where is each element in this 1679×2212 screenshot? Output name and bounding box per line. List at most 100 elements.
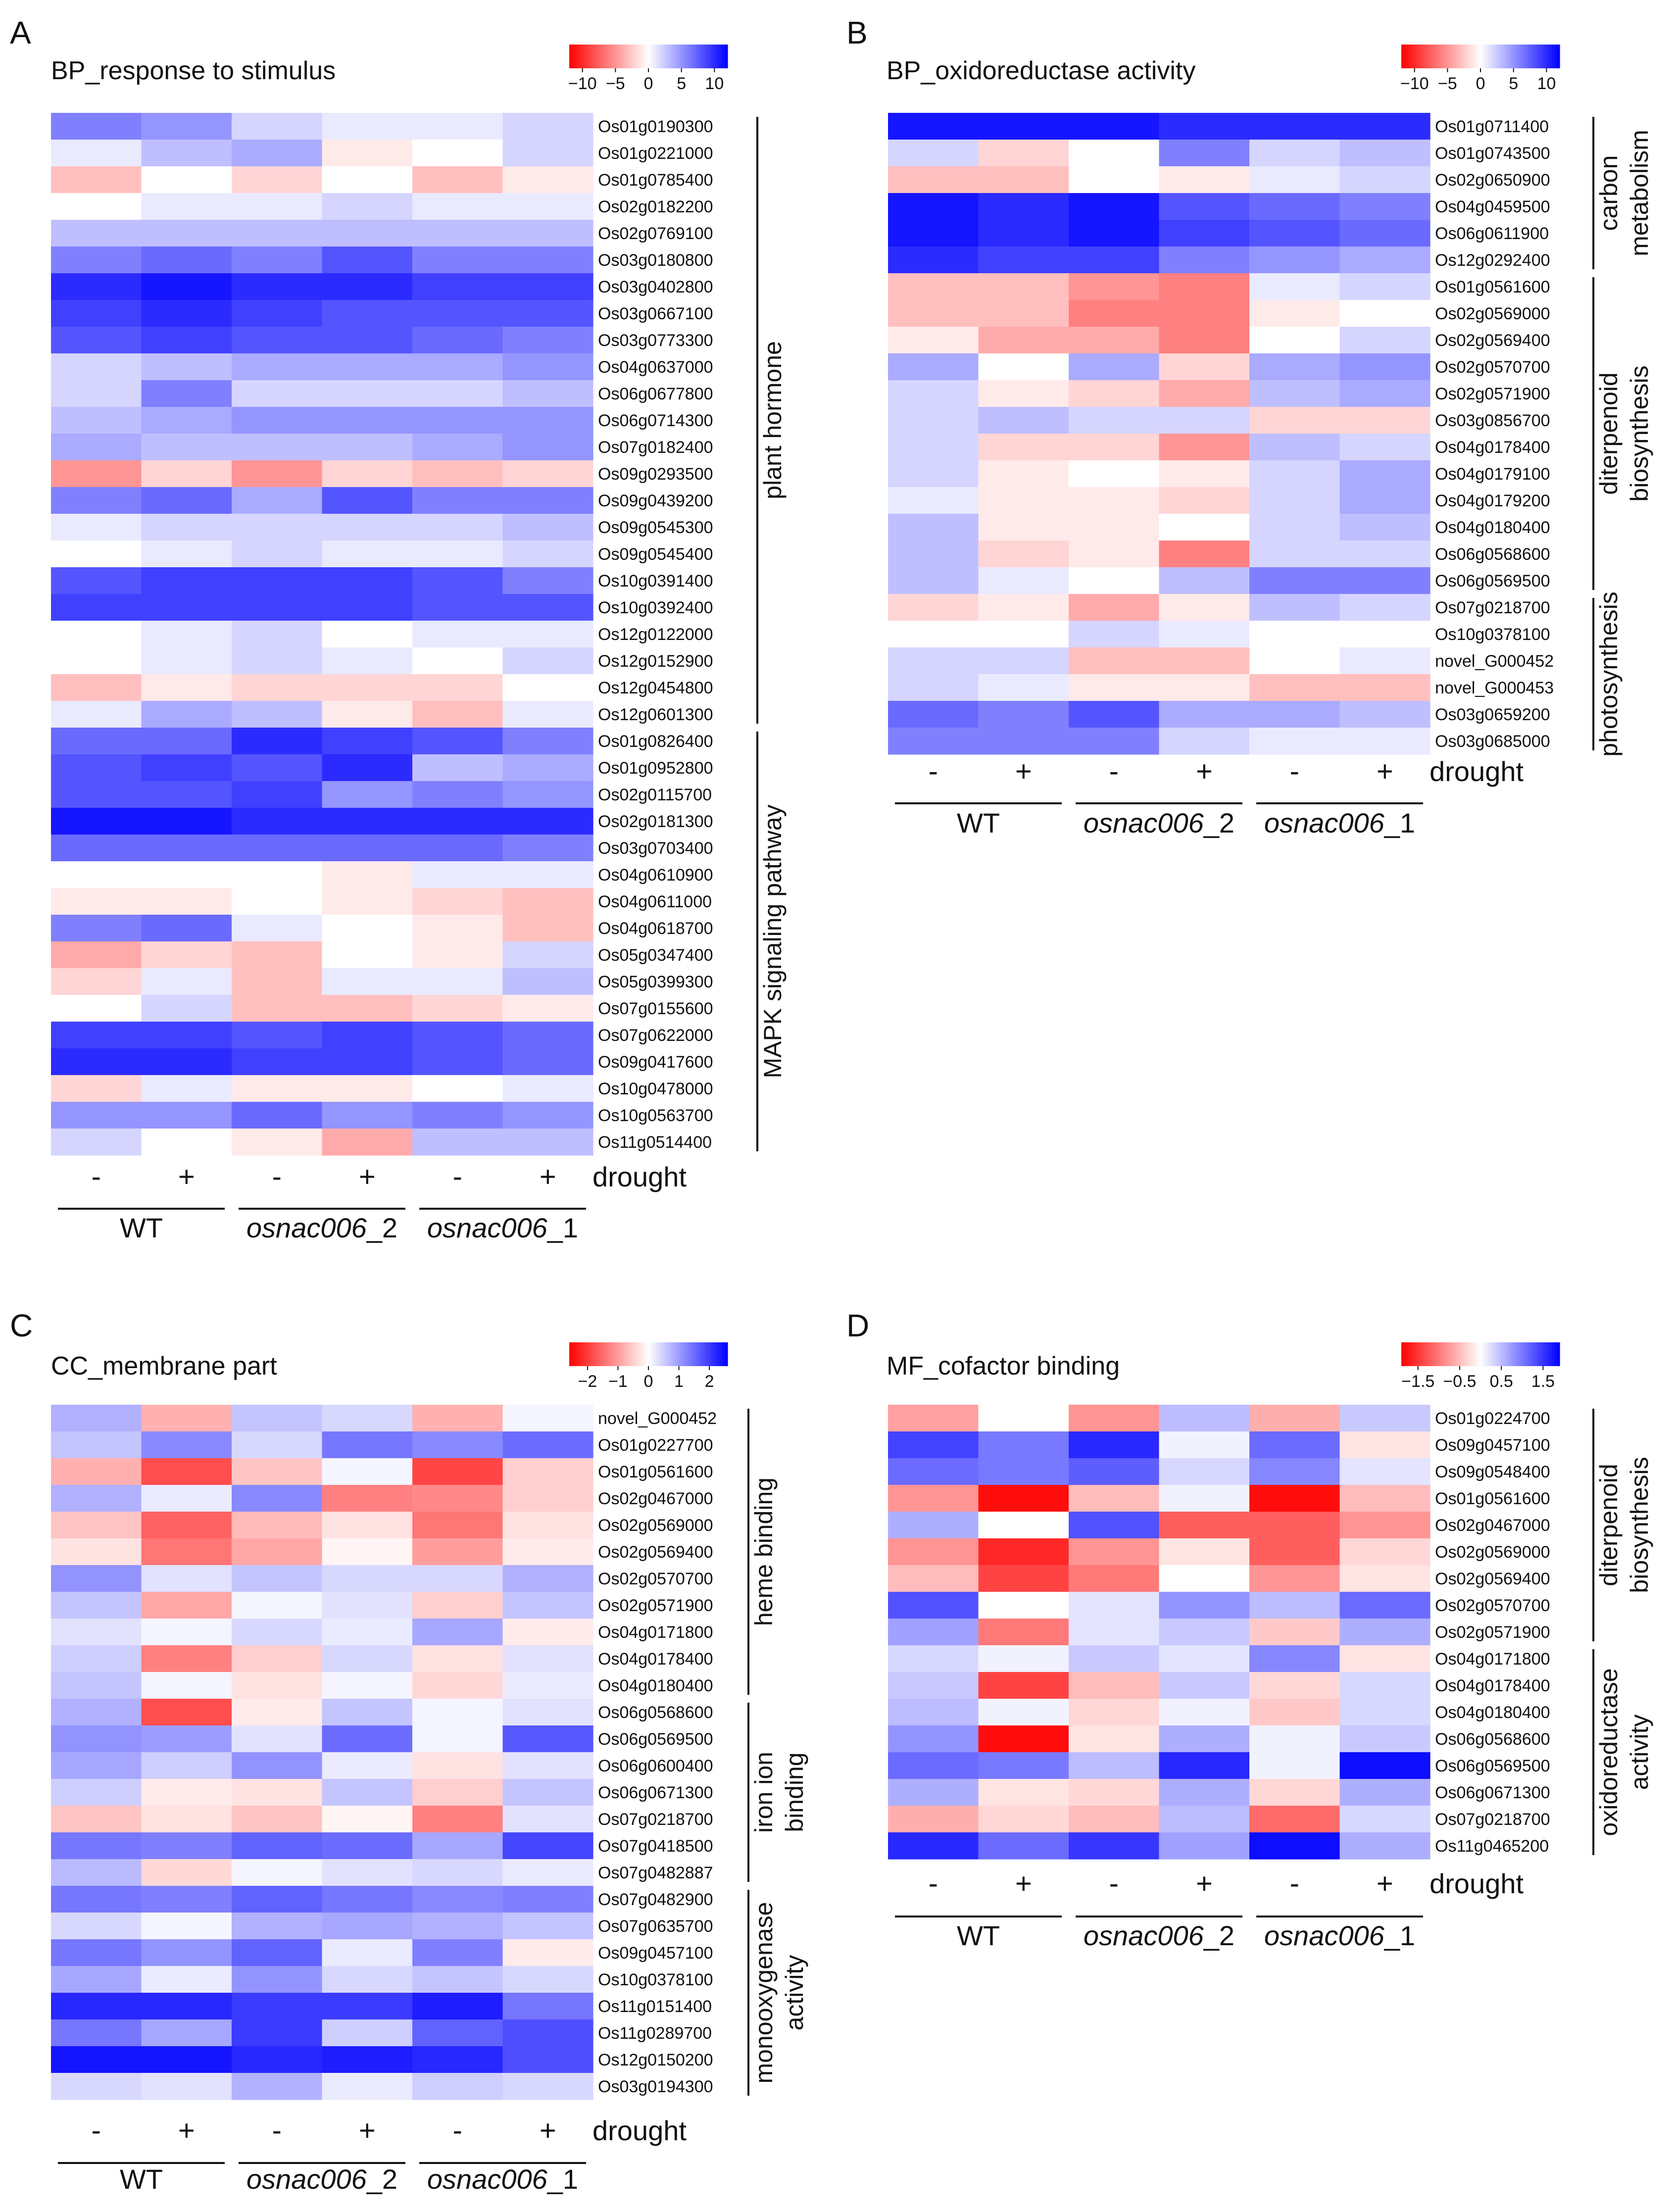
heatmap-cell: [232, 140, 323, 167]
heatmap-cell: [232, 1512, 323, 1539]
heatmap-cell: [412, 1022, 503, 1049]
heatmap-cell: [51, 1022, 142, 1049]
heatmap-cell: [322, 140, 413, 167]
heatmap-cell: [888, 434, 979, 461]
heatmap-cell: [1249, 407, 1340, 434]
heatmap-cell: [1339, 434, 1431, 461]
genotype-label: osnac006_2: [1084, 1920, 1235, 1951]
heatmap-cell: [502, 941, 593, 969]
heatmap-cell: [888, 1832, 979, 1860]
legend-swatch: [1552, 1342, 1555, 1366]
heatmap-cell: [232, 1405, 323, 1432]
legend-swatch: [1456, 1342, 1459, 1366]
heatmap-cell: [141, 1779, 232, 1806]
legend-swatch: [1409, 1342, 1412, 1366]
heatmap-cell: [51, 2073, 142, 2100]
heatmap-cell: [1249, 1405, 1340, 1432]
legend-swatch: [686, 1342, 689, 1366]
legend-swatch: [1495, 45, 1498, 68]
row-labels: Os01g0224700 Os09g0457100 Os09g0548400 Os01…: [1435, 1409, 1550, 1856]
heatmap-cell: [322, 353, 413, 381]
heatmap-cell: [141, 353, 232, 381]
heatmap-cell: [322, 434, 413, 461]
heatmap-cell: [141, 995, 232, 1022]
legend-swatch: [1500, 1342, 1503, 1366]
legend-swatch: [582, 1342, 585, 1366]
legend-swatch: [1416, 45, 1419, 68]
row-label: Os01g0743500: [1435, 144, 1550, 163]
heatmap-cell: [232, 1939, 323, 1966]
heatmap-cell: [322, 754, 413, 782]
legend-swatch: [1466, 1342, 1469, 1366]
heatmap-cell: [1339, 246, 1431, 274]
row-label: Os04g0637000: [598, 358, 713, 377]
heatmap-cell: [51, 835, 142, 862]
heatmap-cell: [412, 941, 503, 969]
legend-swatch: [1443, 1342, 1446, 1366]
heatmap-cell: [502, 2046, 593, 2073]
condition-sign: +: [359, 2114, 376, 2147]
heatmap-cell: [1069, 353, 1160, 381]
legend-swatch: [1401, 1342, 1404, 1366]
legend-swatch: [1481, 45, 1483, 68]
heatmap-cell: [888, 1752, 979, 1779]
heatmap-cell: [412, 674, 503, 701]
row-labels: Os01g0711400 Os01g0743500 Os02g0650900 Os04…: [1435, 117, 1554, 751]
legend-swatch: [631, 1342, 634, 1366]
heatmap-cell: [502, 1405, 593, 1432]
heatmap-cell: [1339, 647, 1431, 675]
heatmap-cell: [1249, 166, 1340, 194]
legend-swatch: [698, 45, 701, 68]
heatmap-cell: [502, 1022, 593, 1049]
heatmap-cell: [412, 140, 503, 167]
heatmap-cell: [1249, 1538, 1340, 1566]
heatmap-cell: [1069, 220, 1160, 247]
heatmap-cells: [51, 113, 593, 1156]
heatmap-cell: [51, 353, 142, 381]
genotype-label: osnac006_2: [247, 2163, 397, 2195]
heatmap-cell: [1069, 1752, 1160, 1779]
row-labels: Os01g0190300 Os01g0221000 Os01g0785400 Os02…: [598, 117, 713, 1152]
heatmap-cell: [232, 808, 323, 835]
heatmap-cell: [51, 1752, 142, 1779]
row-label: Os12g0152900: [598, 652, 713, 671]
heatmap-cell: [978, 1592, 1069, 1619]
heatmap-cell: [978, 1752, 1069, 1779]
heatmap-cell: [141, 1075, 232, 1102]
heatmap-cell: [1069, 460, 1160, 488]
row-labels: novel_G000452 Os01g0227700 Os01g0561600 Os0…: [598, 1409, 717, 2096]
heatmap-cell: [232, 861, 323, 888]
legend-swatch: [1463, 1342, 1466, 1366]
condition-sign: +: [540, 2114, 556, 2147]
heatmap-cell: [888, 407, 979, 434]
heatmap-cell: [502, 567, 593, 594]
heatmap-cell: [412, 514, 503, 541]
heatmap-cell: [1249, 113, 1340, 140]
legend-swatch: [691, 45, 693, 68]
heatmap-cell: [412, 995, 503, 1022]
heatmap-cell: [51, 407, 142, 434]
legend-swatch: [653, 45, 656, 68]
legend-swatch: [574, 1342, 577, 1366]
heatmap-cell: [141, 1966, 232, 1993]
heatmap-cell: [502, 1512, 593, 1539]
heatmap-cell: [888, 273, 979, 300]
heatmap-cell: [232, 781, 323, 808]
heatmap-cell: [51, 1619, 142, 1646]
heatmap-cell: [141, 1129, 232, 1156]
heatmap-cell: [1069, 1699, 1160, 1726]
heatmap-cell: [412, 327, 503, 354]
heatmap-cell: [1249, 353, 1340, 381]
legend-swatch: [698, 1342, 701, 1366]
heatmap-cell: [232, 621, 323, 648]
heatmap-cell: [1249, 434, 1340, 461]
legend-swatch: [1500, 45, 1503, 68]
heatmap-cell: [1159, 1565, 1250, 1592]
heatmap-cell: [1069, 621, 1160, 648]
genotype-label: osnac006_1: [1264, 807, 1415, 838]
heatmap-cell: [232, 1619, 323, 1646]
heatmap-cell: [502, 300, 593, 327]
heatmap-cell: [978, 701, 1069, 728]
legend-swatch: [1426, 45, 1429, 68]
heatmap-cell: [232, 1129, 323, 1156]
